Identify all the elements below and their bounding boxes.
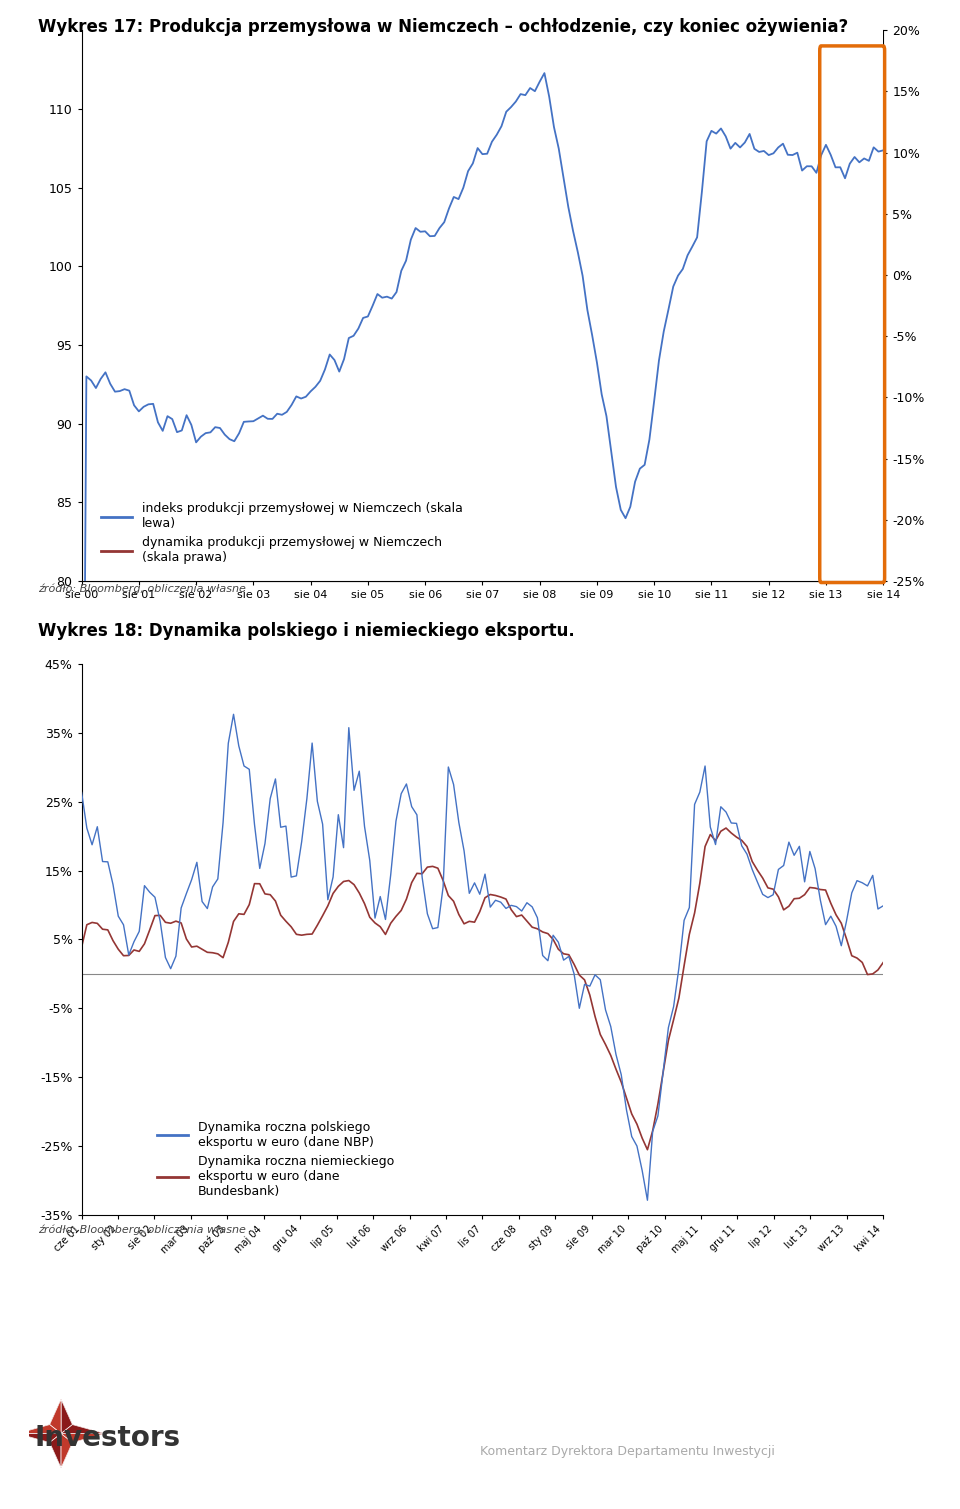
Text: Komentarz Dyrektora Departamentu Inwestycji: Komentarz Dyrektora Departamentu Inwesty… — [480, 1446, 775, 1458]
Legend: Dynamika roczna polskiego
eksportu w euro (dane NBP), Dynamika roczna niemieckie: Dynamika roczna polskiego eksportu w eur… — [152, 1115, 399, 1203]
Polygon shape — [61, 1399, 72, 1434]
Polygon shape — [61, 1424, 105, 1434]
Polygon shape — [61, 1434, 105, 1443]
Polygon shape — [50, 1434, 61, 1468]
Text: Wykres 17: Produkcja przemysłowa w Niemczech – ochłodzenie, czy koniec ożywienia: Wykres 17: Produkcja przemysłowa w Niemc… — [38, 18, 849, 36]
Text: Wykres 18: Dynamika polskiego i niemieckiego eksportu.: Wykres 18: Dynamika polskiego i niemieck… — [38, 622, 575, 640]
Text: Investors: Investors — [34, 1424, 180, 1452]
Polygon shape — [17, 1424, 61, 1434]
Text: źródło: Bloomberg, obliczenia własne: źródło: Bloomberg, obliczenia własne — [38, 582, 247, 593]
Polygon shape — [61, 1434, 72, 1468]
Legend: indeks produkcji przemysłowej w Niemczech (skala
lewa), dynamika produkcji przem: indeks produkcji przemysłowej w Niemczec… — [96, 496, 468, 569]
Polygon shape — [17, 1399, 105, 1468]
Text: źródło: Bloomberg, obliczenia własne: źródło: Bloomberg, obliczenia własne — [38, 1224, 247, 1234]
Polygon shape — [50, 1399, 61, 1434]
Polygon shape — [17, 1434, 61, 1443]
